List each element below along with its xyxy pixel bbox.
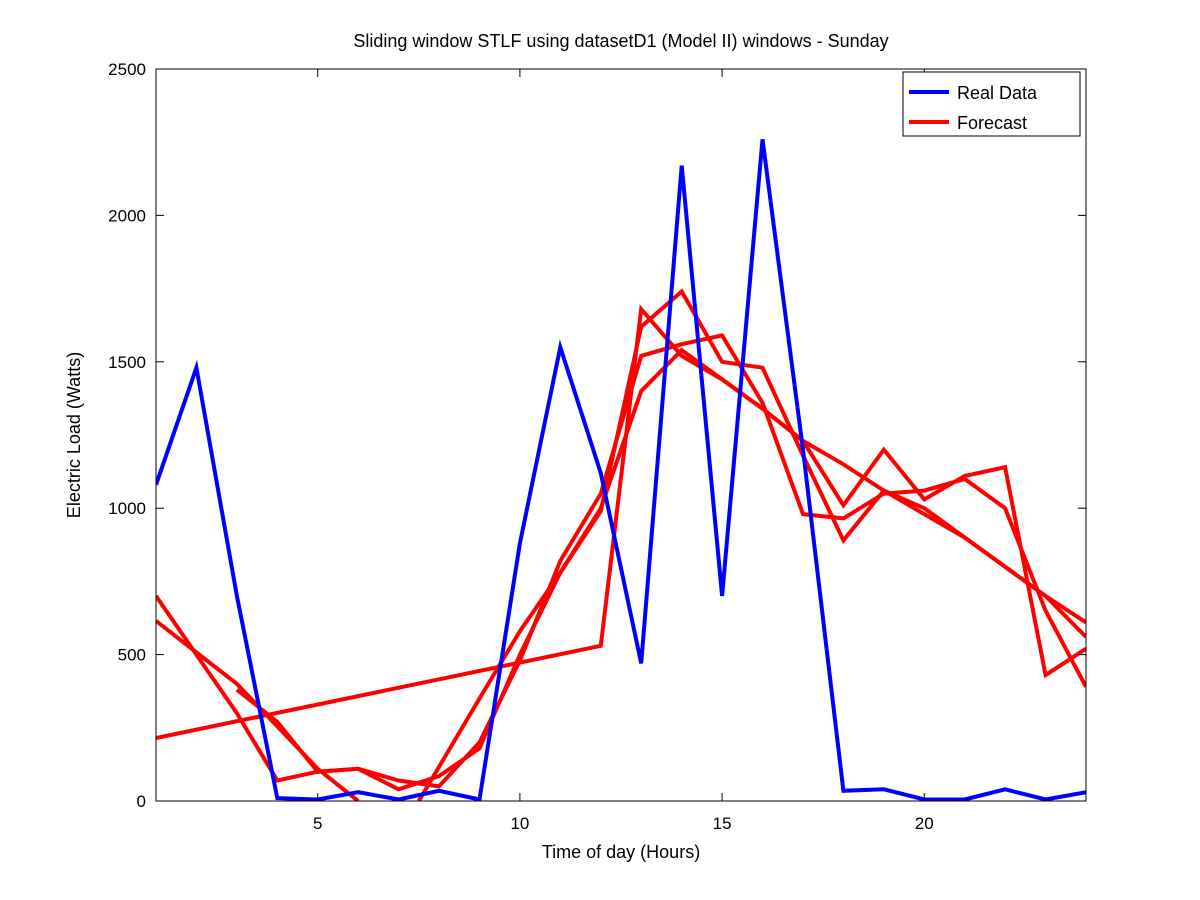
legend-box	[902, 71, 1081, 137]
legend-label-real-data: Real Data	[957, 83, 1038, 103]
x-tick-label-20: 20	[915, 814, 934, 833]
y-tick-label-1000: 1000	[108, 499, 146, 518]
legend: Real Data Forecast	[902, 71, 1081, 137]
series-line-real-data-0	[156, 139, 1086, 801]
x-tick-label-5: 5	[313, 814, 322, 833]
y-axis-title: Electric Load (Watts)	[64, 352, 84, 518]
series-line-forecast-5	[417, 347, 1086, 801]
tick-layer: 5 10 15 20 0 500 1000 1500 2000 2500	[108, 60, 1086, 833]
y-tick-label-2500: 2500	[108, 60, 146, 79]
series-line-forecast-4	[235, 288, 1086, 792]
x-tick-label-15: 15	[713, 814, 732, 833]
x-tick-label-10: 10	[510, 814, 529, 833]
series-line-forecast-3	[156, 619, 360, 801]
y-tick-label-0: 0	[137, 792, 146, 811]
series-layer	[156, 139, 1086, 801]
x-axis-title: Time of day (Hours)	[542, 842, 700, 862]
plot-area	[156, 69, 1086, 801]
y-tick-label-1500: 1500	[108, 353, 146, 372]
legend-label-forecast: Forecast	[957, 113, 1027, 133]
y-tick-label-2000: 2000	[108, 206, 146, 225]
y-tick-label-500: 500	[118, 646, 146, 665]
chart-title: Sliding window STLF using datasetD1 (Mod…	[353, 31, 888, 51]
series-line-forecast-1	[156, 304, 1086, 740]
plot-frame	[155, 68, 1087, 802]
